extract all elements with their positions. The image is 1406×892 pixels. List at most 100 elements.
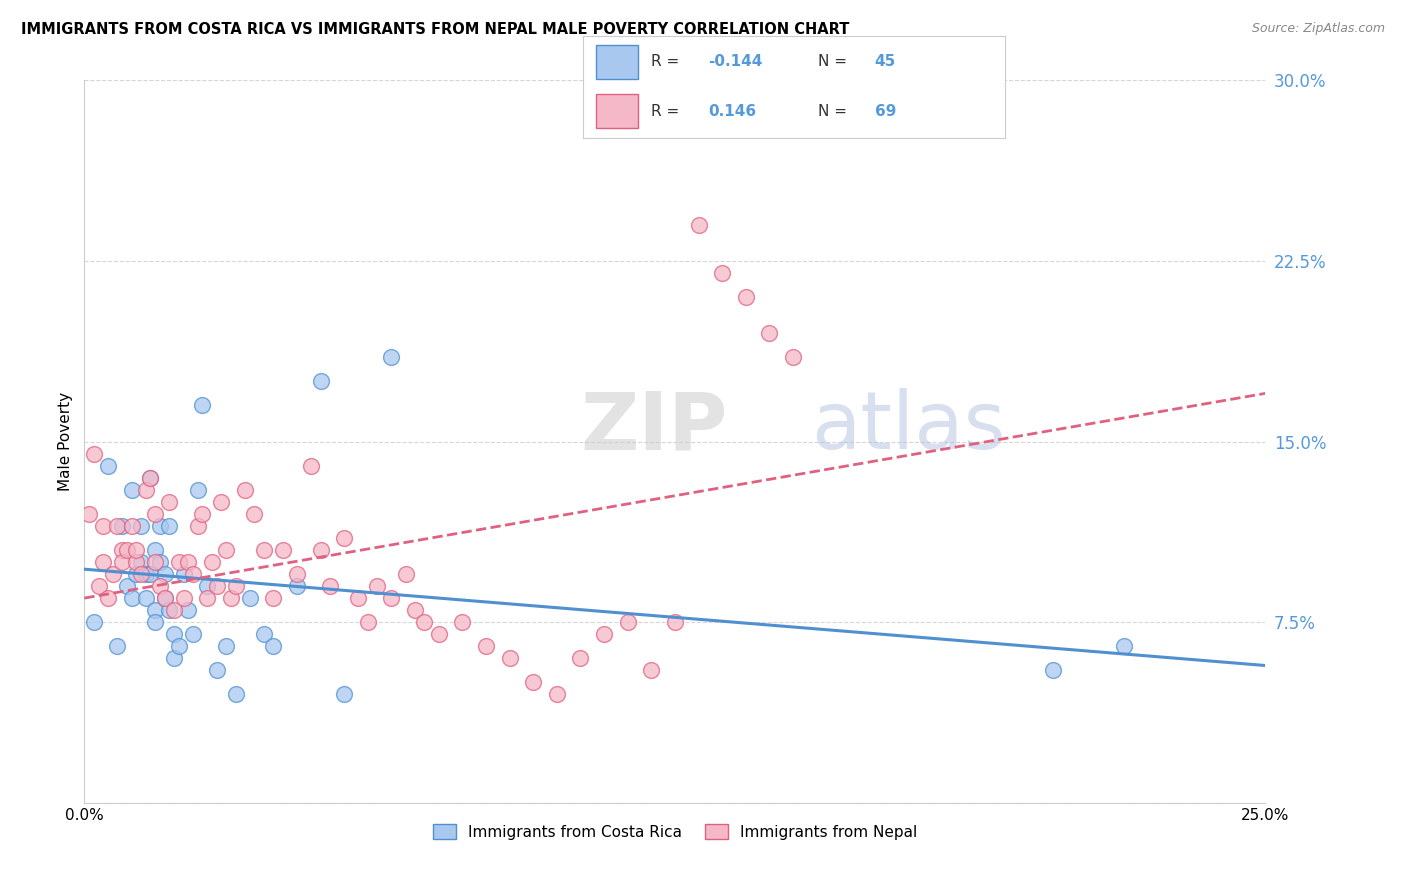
Text: Source: ZipAtlas.com: Source: ZipAtlas.com: [1251, 22, 1385, 36]
Point: [333, 531, 356, 545]
Point: [139, 567, 162, 582]
Point: [616, 615, 638, 630]
Point: [139, 470, 162, 484]
Point: [181, 627, 204, 641]
Point: [143, 555, 166, 569]
Point: [173, 591, 195, 605]
Point: [153, 591, 176, 605]
Point: [125, 555, 148, 569]
Point: [219, 591, 242, 605]
Point: [157, 518, 180, 533]
Point: [177, 603, 200, 617]
Point: [309, 542, 332, 557]
Point: [143, 542, 166, 557]
Point: [688, 218, 710, 232]
Point: [209, 494, 232, 508]
Point: [380, 591, 402, 605]
Point: [201, 555, 224, 569]
Bar: [596, 45, 638, 78]
Point: [262, 639, 284, 653]
Point: [225, 687, 247, 701]
Point: [129, 555, 152, 569]
Point: [143, 615, 166, 630]
Point: [111, 542, 134, 557]
Point: [125, 567, 148, 582]
Point: [87, 579, 110, 593]
Point: [253, 542, 276, 557]
Point: [143, 603, 166, 617]
Point: [299, 458, 322, 473]
Point: [782, 350, 804, 364]
Point: [125, 542, 148, 557]
Point: [91, 555, 114, 569]
Point: [173, 567, 195, 582]
Point: [139, 470, 162, 484]
Point: [121, 483, 143, 497]
Text: atlas: atlas: [811, 388, 1005, 467]
Legend: Immigrants from Costa Rica, Immigrants from Nepal: Immigrants from Costa Rica, Immigrants f…: [426, 818, 924, 846]
Point: [167, 639, 190, 653]
Point: [758, 326, 780, 340]
Point: [181, 567, 204, 582]
Point: [451, 615, 474, 630]
Point: [546, 687, 568, 701]
Point: [664, 615, 686, 630]
Point: [309, 374, 332, 388]
Point: [357, 615, 380, 630]
Text: -0.144: -0.144: [709, 54, 762, 70]
Point: [149, 518, 172, 533]
Point: [129, 518, 152, 533]
Point: [121, 591, 143, 605]
Text: N =: N =: [818, 103, 852, 119]
Y-axis label: Male Poverty: Male Poverty: [58, 392, 73, 491]
Point: [97, 458, 120, 473]
Point: [522, 675, 544, 690]
Point: [319, 579, 342, 593]
Point: [593, 627, 616, 641]
Point: [135, 591, 157, 605]
Text: ZIP: ZIP: [581, 388, 728, 467]
Point: [157, 494, 180, 508]
Point: [153, 567, 176, 582]
Point: [187, 483, 209, 497]
Point: [394, 567, 416, 582]
Text: N =: N =: [818, 54, 852, 70]
Point: [734, 290, 756, 304]
Text: 69: 69: [875, 103, 896, 119]
Point: [115, 579, 138, 593]
Point: [616, 97, 638, 112]
Text: IMMIGRANTS FROM COSTA RICA VS IMMIGRANTS FROM NEPAL MALE POVERTY CORRELATION CHA: IMMIGRANTS FROM COSTA RICA VS IMMIGRANTS…: [21, 22, 849, 37]
Point: [1112, 639, 1135, 653]
Point: [101, 567, 124, 582]
Text: R =: R =: [651, 103, 689, 119]
Point: [129, 567, 152, 582]
Point: [225, 579, 247, 593]
Point: [163, 603, 186, 617]
Point: [271, 542, 294, 557]
Point: [163, 651, 186, 665]
Point: [83, 615, 105, 630]
Point: [111, 555, 134, 569]
Point: [149, 555, 172, 569]
Point: [191, 507, 214, 521]
Point: [498, 651, 520, 665]
Point: [413, 615, 436, 630]
Point: [157, 603, 180, 617]
Point: [115, 542, 138, 557]
Point: [366, 579, 388, 593]
Point: [83, 446, 105, 460]
Bar: [596, 95, 638, 128]
Point: [1042, 664, 1064, 678]
Point: [475, 639, 498, 653]
Point: [347, 591, 370, 605]
Point: [191, 398, 214, 412]
Point: [163, 627, 186, 641]
Point: [91, 518, 114, 533]
Point: [135, 567, 157, 582]
Point: [149, 579, 172, 593]
Point: [243, 507, 266, 521]
Point: [111, 518, 134, 533]
Point: [404, 603, 426, 617]
Point: [285, 567, 308, 582]
Point: [77, 507, 100, 521]
